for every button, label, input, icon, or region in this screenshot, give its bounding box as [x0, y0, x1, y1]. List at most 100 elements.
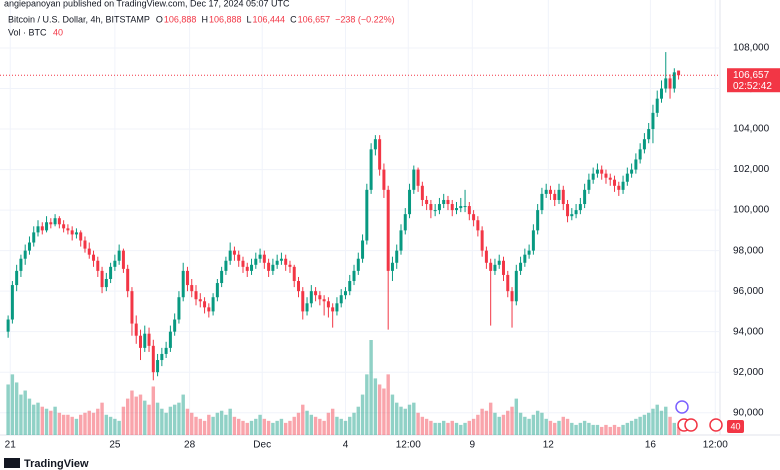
volume-bar: [147, 404, 151, 435]
candle-body: [484, 250, 488, 263]
candle-body: [139, 335, 142, 348]
symbol: Bitcoin / U.S. Dollar, 4h, BITSTAMP: [8, 14, 150, 24]
volume-bar: [471, 418, 476, 435]
candle-body: [356, 258, 360, 271]
candle-body: [104, 278, 108, 288]
candle-body: [284, 258, 288, 265]
volume-bar: [574, 424, 578, 435]
volume-bar: [352, 412, 356, 435]
volume-bar: [36, 402, 40, 435]
candle-body: [198, 299, 202, 302]
legend-value: 106,657: [298, 14, 331, 24]
volume-bar: [288, 420, 292, 435]
candle-body: [339, 295, 343, 304]
event-icon[interactable]: [675, 400, 689, 414]
candle-body: [378, 139, 382, 170]
candle-body: [510, 291, 514, 302]
volume-bar: [399, 406, 403, 435]
volume-bar: [343, 420, 348, 435]
legend-value: 106,888: [164, 14, 197, 24]
volume-bar: [177, 402, 181, 435]
legend-value: 106,444: [253, 14, 286, 24]
volume-bar: [207, 414, 211, 435]
volume-bar: [14, 382, 19, 435]
candle-body: [194, 291, 198, 300]
last-price-badge: [727, 68, 780, 93]
event-icon[interactable]: [684, 418, 698, 432]
candle-body: [245, 266, 249, 271]
candle-body: [446, 199, 450, 205]
volume-bar: [527, 418, 531, 435]
volume-bar: [676, 426, 681, 435]
candle-body: [369, 149, 373, 190]
volume-bar: [194, 416, 198, 435]
candle-body: [314, 291, 318, 296]
candle-body: [365, 189, 369, 241]
candle-body: [531, 230, 535, 251]
candle-body: [501, 260, 505, 275]
candle-body: [506, 274, 510, 292]
volume-bar: [151, 386, 156, 435]
volume-bar: [27, 398, 32, 435]
candle-body: [288, 264, 292, 267]
candle-body: [215, 283, 219, 298]
candle-body: [292, 266, 296, 282]
candle-body: [228, 250, 232, 261]
volume-bar: [96, 408, 100, 435]
volume-bar: [412, 402, 416, 435]
candle-body: [647, 129, 651, 140]
volume-bar: [617, 426, 621, 435]
candle-body: [437, 204, 441, 211]
volume-badge: [727, 420, 744, 433]
candle-body: [53, 218, 57, 225]
volume-bar: [591, 424, 595, 435]
volume-bar: [181, 394, 185, 435]
volume-bar: [53, 406, 57, 435]
candle-body: [403, 214, 407, 231]
volume-bar: [403, 408, 407, 435]
candle-body: [395, 250, 399, 263]
candle-body: [275, 260, 279, 265]
candle-body: [134, 323, 138, 336]
candle-body: [19, 258, 23, 271]
volume-bar: [44, 408, 49, 435]
legend-change: −238 (−0.22%): [335, 14, 395, 24]
candle-body: [83, 240, 87, 249]
candle-body: [36, 226, 40, 233]
candle-body: [309, 291, 313, 304]
candle-body: [651, 112, 655, 130]
candle-body: [6, 319, 10, 332]
candle-body: [595, 169, 599, 174]
volume-bar: [407, 404, 412, 435]
volume-bar: [561, 416, 565, 435]
candle-body: [600, 169, 604, 174]
volume-bar: [382, 388, 386, 435]
candle-body: [27, 242, 31, 251]
y-tick-label: 96,000: [733, 286, 764, 297]
volume-bar: [621, 424, 625, 435]
candle-body: [151, 345, 155, 373]
candle-body: [553, 193, 557, 200]
event-icon[interactable]: [709, 418, 723, 432]
volume-bar: [578, 422, 583, 435]
candles: [6, 52, 681, 381]
x-tick-label: 28: [184, 440, 196, 451]
candle-body: [386, 189, 390, 271]
candle-body: [301, 291, 305, 312]
y-tick-label: 92,000: [733, 367, 764, 378]
volume-bar: [61, 414, 66, 435]
axes: 90,000 92,000 94,000 96,000 98,000 100,000 102…: [0, 43, 780, 451]
volume-bar: [301, 404, 305, 435]
candle-body: [390, 262, 394, 271]
volume-last: 40: [53, 27, 63, 37]
candle-body: [672, 72, 676, 89]
candle-body: [625, 173, 629, 182]
volume-bar: [271, 422, 275, 435]
volume-bar: [488, 402, 493, 435]
volume-bar: [121, 406, 126, 435]
volume-bar: [245, 422, 249, 435]
volume-bar: [83, 412, 87, 435]
candle-body: [74, 232, 78, 235]
candle-body: [557, 189, 561, 200]
